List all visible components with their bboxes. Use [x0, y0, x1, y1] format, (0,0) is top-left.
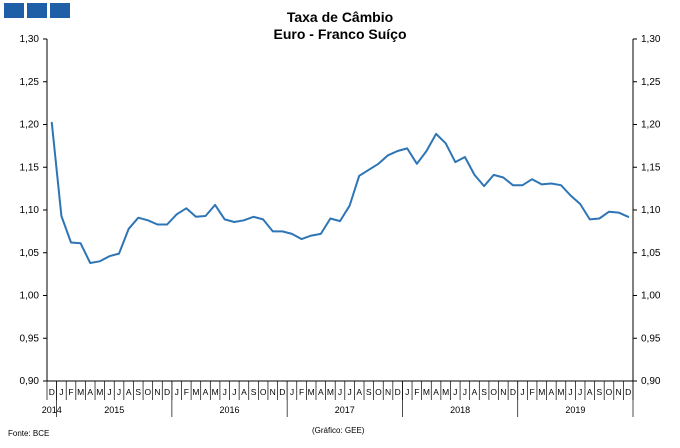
x-tick-label: J	[405, 387, 409, 397]
y-tick-label-left: 1,20	[20, 120, 40, 131]
x-tick-label: O	[145, 387, 152, 397]
x-tick-label: J	[223, 387, 227, 397]
x-tick-label: F	[414, 387, 419, 397]
y-tick-label-right: 1,30	[641, 34, 661, 45]
chart-credit: (Gráfico: GEE)	[312, 426, 365, 435]
y-tick-label-left: 0,95	[20, 333, 40, 344]
y-tick-label-right: 1,05	[641, 248, 661, 259]
x-tick-label: S	[135, 387, 141, 397]
x-tick-label: J	[520, 387, 524, 397]
source-note: Fonte: BCE	[8, 429, 50, 438]
x-tick-label: J	[175, 387, 179, 397]
x-tick-label: A	[549, 387, 555, 397]
y-tick-label-right: 1,20	[641, 120, 661, 131]
x-tick-label: D	[49, 387, 55, 397]
x-tick-label: S	[481, 387, 487, 397]
y-tick-label-left: 1,15	[20, 162, 40, 173]
x-tick-label: O	[490, 387, 497, 397]
x-tick-label: A	[587, 387, 593, 397]
y-tick-label-left: 1,10	[20, 205, 40, 216]
x-tick-label: J	[338, 387, 342, 397]
x-tick-label: D	[625, 387, 631, 397]
x-tick-label: J	[453, 387, 457, 397]
chart-title: Taxa de Câmbio	[286, 9, 394, 25]
logo-block	[4, 3, 24, 18]
x-tick-label: N	[500, 387, 506, 397]
x-tick-label: A	[241, 387, 247, 397]
logo	[4, 3, 70, 18]
x-tick-label: S	[366, 387, 372, 397]
x-tick-label: F	[184, 387, 189, 397]
x-tick-label: M	[308, 387, 315, 397]
x-tick-label: M	[96, 387, 103, 397]
x-tick-label: M	[77, 387, 84, 397]
x-tick-label: J	[232, 387, 236, 397]
x-tick-label: M	[538, 387, 545, 397]
x-year-label: 2017	[335, 405, 355, 415]
x-tick-label: J	[463, 387, 467, 397]
x-tick-label: O	[260, 387, 267, 397]
y-tick-label-left: 1,25	[20, 77, 40, 88]
x-year-label: 2018	[450, 405, 470, 415]
y-tick-label-right: 1,15	[641, 162, 661, 173]
x-tick-label: D	[279, 387, 285, 397]
logo-block	[27, 3, 47, 18]
logo-block	[50, 3, 70, 18]
x-tick-label: D	[164, 387, 170, 397]
y-tick-label-left: 0,90	[20, 376, 40, 387]
x-tick-label: A	[472, 387, 478, 397]
series-line	[50, 121, 630, 264]
x-tick-label: J	[290, 387, 294, 397]
y-tick-label-right: 0,90	[641, 376, 661, 387]
x-tick-label: F	[530, 387, 535, 397]
x-tick-label: M	[442, 387, 449, 397]
y-tick-label-right: 1,10	[641, 205, 661, 216]
x-tick-label: N	[154, 387, 160, 397]
x-year-label: 2019	[565, 405, 585, 415]
x-tick-label: D	[395, 387, 401, 397]
x-year-label: 2014	[42, 405, 62, 415]
y-tick-label-right: 1,00	[641, 291, 661, 302]
x-tick-label: M	[423, 387, 430, 397]
x-tick-label: A	[318, 387, 324, 397]
x-tick-label: J	[568, 387, 572, 397]
x-tick-label: N	[385, 387, 391, 397]
y-tick-label-right: 1,25	[641, 77, 661, 88]
x-tick-label: O	[375, 387, 382, 397]
x-tick-label: M	[557, 387, 564, 397]
chart-subtitle: Euro - Franco Suíço	[273, 26, 407, 42]
x-year-label: 2015	[104, 405, 124, 415]
x-tick-label: J	[347, 387, 351, 397]
y-tick-label-left: 1,05	[20, 248, 40, 259]
x-tick-label: M	[212, 387, 219, 397]
x-tick-label: F	[299, 387, 304, 397]
x-tick-label: M	[327, 387, 334, 397]
x-tick-label: A	[433, 387, 439, 397]
x-tick-label: J	[578, 387, 582, 397]
x-tick-label: D	[510, 387, 516, 397]
x-tick-label: A	[126, 387, 132, 397]
x-tick-label: F	[68, 387, 73, 397]
x-tick-label: A	[203, 387, 209, 397]
x-tick-label: N	[616, 387, 622, 397]
x-tick-label: A	[87, 387, 93, 397]
x-year-label: 2016	[220, 405, 240, 415]
y-tick-label-left: 1,30	[20, 34, 40, 45]
x-tick-label: N	[270, 387, 276, 397]
x-tick-label: A	[356, 387, 362, 397]
x-tick-label: S	[597, 387, 603, 397]
x-tick-label: J	[107, 387, 111, 397]
y-tick-label-right: 0,95	[641, 333, 661, 344]
x-tick-label: M	[192, 387, 199, 397]
x-tick-label: S	[251, 387, 257, 397]
x-tick-label: J	[59, 387, 63, 397]
x-tick-label: J	[117, 387, 121, 397]
x-tick-label: O	[606, 387, 613, 397]
chart-title-block: Taxa de Câmbio Euro - Franco Suíço	[0, 9, 680, 43]
y-tick-label-left: 1,00	[20, 291, 40, 302]
